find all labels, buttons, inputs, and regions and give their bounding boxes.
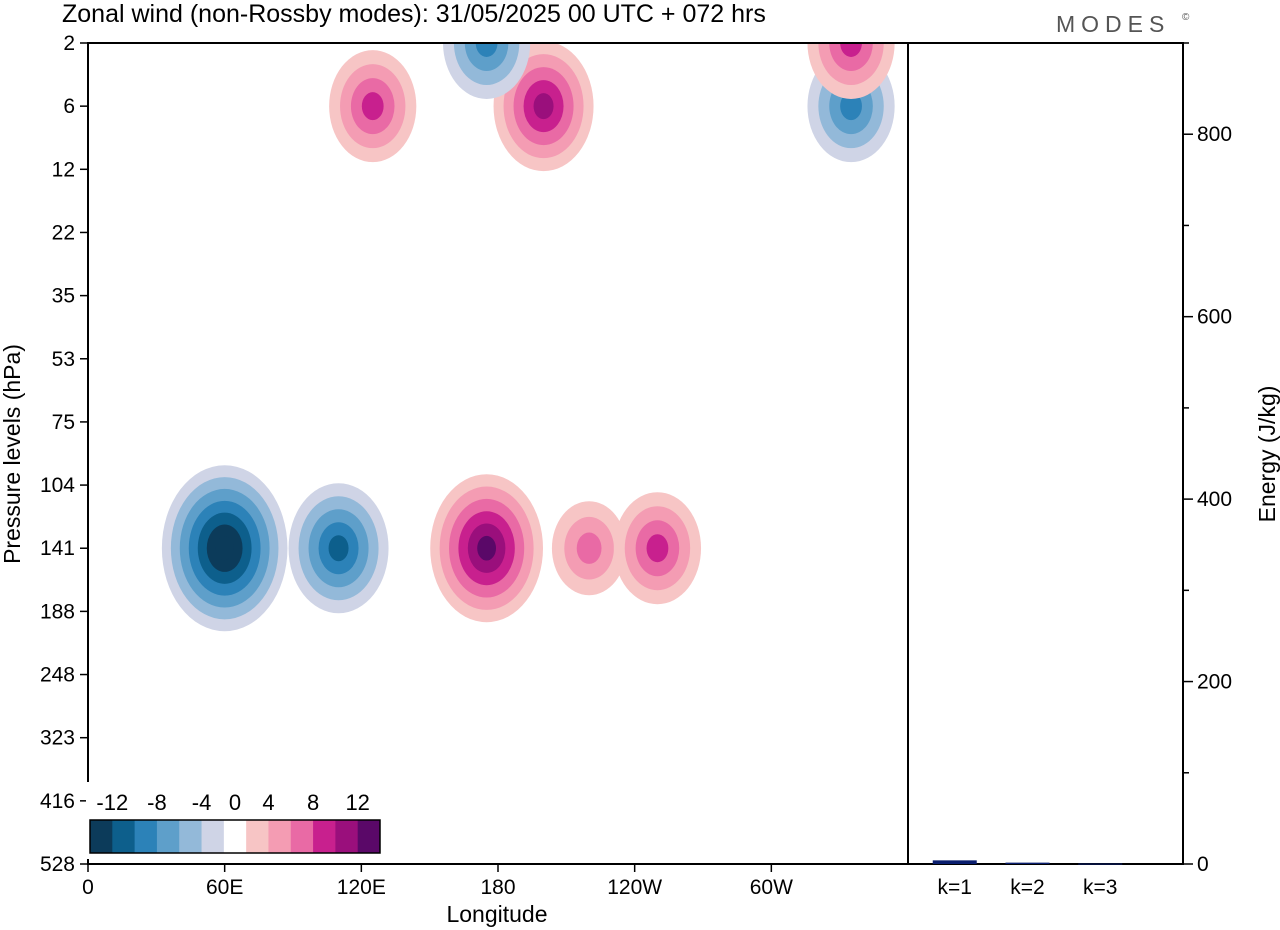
copyright-mark: © bbox=[1182, 12, 1190, 23]
x-axis-label: Longitude bbox=[446, 901, 547, 927]
y-tick-label: 248 bbox=[40, 664, 75, 687]
contour-band bbox=[328, 535, 349, 562]
colorbar-swatch bbox=[290, 820, 314, 853]
energy-tick-label: 600 bbox=[1197, 306, 1232, 329]
x-tick-label: 0 bbox=[82, 876, 94, 899]
energy-bar bbox=[932, 860, 977, 864]
x-tick-label: 120W bbox=[607, 876, 662, 899]
contour-band bbox=[215, 536, 234, 561]
energy-bars: k=1 k=2 k=3 bbox=[932, 860, 1123, 899]
y-tick-label: 416 bbox=[40, 790, 75, 813]
energy-bar bbox=[1005, 862, 1050, 864]
field-feature bbox=[807, 43, 895, 99]
energy-axis-label: Energy (J/kg) bbox=[1254, 386, 1280, 523]
colorbar-swatch bbox=[90, 820, 113, 853]
x-tick-label: 180 bbox=[480, 876, 515, 899]
field-feature bbox=[493, 43, 594, 172]
y-tick-label: 2 bbox=[63, 32, 75, 55]
colorbar-label: 12 bbox=[345, 790, 369, 815]
colorbar-swatch bbox=[156, 820, 180, 853]
colorbar-swatch bbox=[179, 820, 203, 853]
colorbar-swatch bbox=[335, 820, 359, 853]
x-tick-label: 60E bbox=[206, 876, 243, 899]
colorbar-swatch bbox=[134, 820, 158, 853]
colorbar-swatch bbox=[112, 820, 136, 853]
colorbar-swatch bbox=[246, 820, 269, 853]
colorbar-frame bbox=[89, 819, 381, 854]
y-tick-label: 141 bbox=[40, 537, 75, 560]
contour-band bbox=[477, 535, 497, 561]
energy-bar-label: k=1 bbox=[938, 876, 972, 899]
colorbar-label: -4 bbox=[192, 790, 212, 815]
contour-band bbox=[533, 93, 554, 120]
x-tick-label: 120E bbox=[337, 876, 386, 899]
field-feature bbox=[161, 465, 288, 632]
y-axis-label: Pressure levels (hPa) bbox=[0, 344, 25, 564]
contour-band bbox=[361, 92, 384, 121]
colorbar-swatch bbox=[223, 820, 247, 853]
colorbar-swatch bbox=[357, 820, 381, 853]
energy-tick-label: 800 bbox=[1197, 123, 1232, 146]
contour-band bbox=[840, 43, 862, 57]
energy-bar-label: k=2 bbox=[1010, 876, 1044, 899]
field-feature bbox=[443, 43, 531, 99]
energy-bar-label: k=3 bbox=[1083, 876, 1117, 899]
y-tick-label: 528 bbox=[40, 853, 75, 876]
modes-logo-text: MODES bbox=[1056, 11, 1170, 37]
y-tick-label: 188 bbox=[40, 600, 75, 623]
energy-tick-label: 400 bbox=[1197, 488, 1232, 511]
energy-tick-label: 0 bbox=[1197, 853, 1209, 876]
field-feature bbox=[613, 492, 702, 605]
x-axis: 0 60E 120E 180 120W 60W bbox=[82, 864, 793, 899]
y-tick-label: 104 bbox=[40, 474, 75, 497]
y-tick-label: 6 bbox=[63, 95, 75, 118]
colorbar: -12 -8 -4 0 4 8 12 bbox=[86, 782, 384, 859]
chart-title: Zonal wind (non-Rossby modes): 31/05/202… bbox=[62, 0, 766, 28]
colorbar-label: 4 bbox=[262, 790, 274, 815]
x-tick-label: 60W bbox=[750, 876, 793, 899]
heatmap-frame bbox=[87, 42, 909, 865]
energy-frame bbox=[907, 42, 1184, 865]
contour-band bbox=[576, 532, 602, 564]
contour-band bbox=[840, 92, 862, 121]
wind-field bbox=[161, 43, 895, 632]
y-tick-label: 22 bbox=[52, 221, 75, 244]
colorbar-label: 0 bbox=[229, 790, 241, 815]
energy-axis: 0 200 400 600 800 bbox=[1183, 42, 1232, 876]
colorbar-swatch bbox=[313, 820, 336, 853]
y-axis: 2 6 12 22 35 53 75 104 141 188 248 323 416 528 bbox=[40, 32, 88, 876]
contour-band bbox=[475, 43, 498, 57]
y-tick-label: 323 bbox=[40, 727, 75, 750]
field-feature bbox=[551, 501, 627, 596]
y-tick-label: 35 bbox=[52, 285, 75, 308]
field-feature bbox=[430, 474, 544, 623]
colorbar-label: 8 bbox=[307, 790, 319, 815]
colorbar-label: -12 bbox=[96, 790, 128, 815]
y-tick-label: 75 bbox=[52, 411, 75, 434]
colorbar-swatch bbox=[201, 820, 225, 853]
energy-tick-label: 200 bbox=[1197, 671, 1232, 694]
field-feature bbox=[329, 50, 417, 163]
colorbar-label: -8 bbox=[147, 790, 167, 815]
y-tick-label: 53 bbox=[52, 348, 75, 371]
contour-band bbox=[646, 534, 669, 563]
field-feature bbox=[288, 483, 389, 614]
colorbar-swatch bbox=[268, 820, 292, 853]
y-tick-label: 12 bbox=[52, 158, 75, 181]
energy-bar bbox=[1078, 863, 1123, 865]
